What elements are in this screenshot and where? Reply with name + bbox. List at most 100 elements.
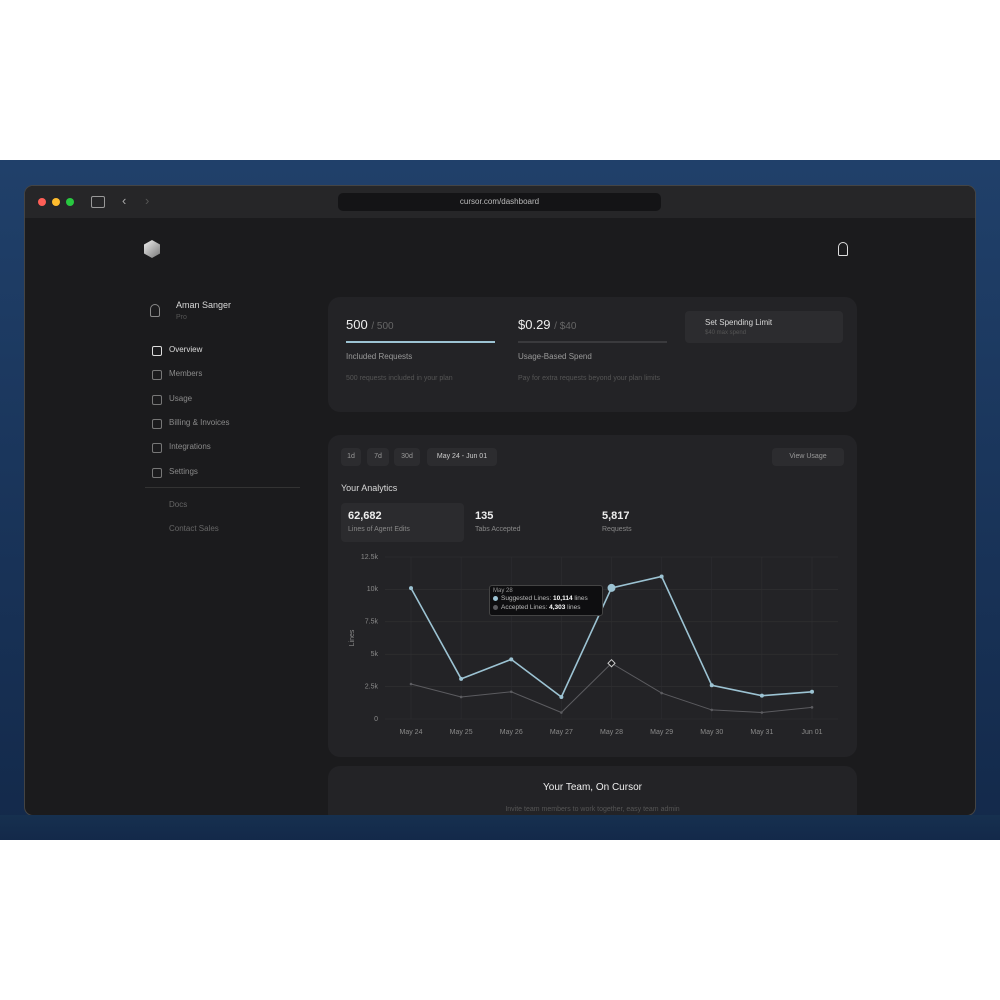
- tooltip-dot: [493, 596, 498, 601]
- limit: / $40: [554, 321, 577, 332]
- chart: 0 2.5k 5k 7.5k 10k 12.5k Lines May 24 May 25 May …: [349, 554, 838, 736]
- nav-item[interactable]: Docs: [169, 500, 188, 509]
- point: [759, 693, 764, 698]
- point: [810, 706, 814, 709]
- y-tick-label: 12.5k: [361, 554, 379, 561]
- y-tick-label: 0: [374, 716, 378, 723]
- stat-selected[interactable]: [341, 503, 464, 542]
- sidebar-toggle[interactable]: [91, 196, 105, 208]
- nav-item[interactable]: Integrations: [169, 442, 211, 452]
- minimize[interactable]: [52, 198, 60, 206]
- url: cursor.com/dashboard: [459, 197, 540, 206]
- stat-value: 135: [475, 510, 494, 522]
- tooltip-value: 10,114: [553, 595, 573, 602]
- nav-icon: [152, 394, 162, 405]
- nav-icon: [152, 418, 162, 429]
- tooltip-row: Suggested Lines: 10,114 lines: [501, 595, 588, 602]
- nav-item[interactable]: Members: [169, 369, 203, 379]
- tooltip: [489, 585, 603, 616]
- tooltip-dot: [493, 605, 498, 610]
- close[interactable]: [38, 198, 46, 206]
- included-label: Included Requests: [346, 352, 413, 361]
- value: $0.29: [518, 317, 551, 332]
- desktop: [0, 815, 1000, 840]
- point: [710, 708, 714, 712]
- spending-limit-note: $40 max spend: [705, 330, 747, 336]
- divider: [145, 487, 300, 488]
- progress: [346, 341, 495, 343]
- point: [559, 694, 564, 699]
- nav-item[interactable]: Usage: [169, 393, 193, 403]
- team-title: Your Team, On Cursor: [543, 782, 642, 793]
- range-button[interactable]: 7d: [367, 448, 389, 466]
- y-axis-label: Lines: [349, 629, 356, 646]
- stat-value: 62,682: [348, 510, 382, 522]
- user-avatar: [150, 304, 160, 317]
- tooltip-label: Suggested Lines:: [501, 595, 552, 602]
- point: [409, 586, 413, 591]
- x-tick-label: May 24: [400, 729, 423, 736]
- analytics-title: Your Analytics: [341, 483, 398, 493]
- nav-icon: [152, 467, 162, 478]
- x-tick-label: May 28: [600, 729, 623, 736]
- nav-item[interactable]: Contact Sales: [169, 524, 219, 533]
- x-tick-label: May 31: [750, 729, 773, 736]
- point: [709, 683, 714, 688]
- x-tick-label: Jun 01: [801, 729, 822, 736]
- user-name: Aman Sanger: [176, 300, 232, 310]
- team-subtitle: Invite team members to work together, ea…: [505, 806, 680, 813]
- y-tick-label: 5k: [371, 651, 379, 658]
- range-button[interactable]: 30d: [394, 448, 420, 466]
- point: [409, 682, 413, 686]
- spend-label: Usage-Based Spend: [518, 352, 592, 361]
- stat-label: Requests: [602, 526, 632, 533]
- stat-value: 5,817: [602, 510, 630, 522]
- spend-used: $0.29 / $40: [518, 317, 576, 332]
- x-tick-label: May 26: [500, 729, 523, 736]
- progress: [518, 341, 667, 343]
- nav-icon: [152, 346, 162, 356]
- user-plan: Pro: [176, 314, 187, 321]
- spending-limit-title: Set Spending Limit: [705, 318, 773, 327]
- range-button[interactable]: May 24 - Jun 01: [427, 448, 497, 466]
- nav-item[interactable]: Billing & Invoices: [169, 417, 230, 427]
- y-tick-label: 7.5k: [365, 619, 379, 626]
- x-tick-label: May 25: [450, 729, 473, 736]
- included-note: 500 requests included in your plan: [346, 375, 453, 382]
- view-usage[interactable]: View Usage: [772, 448, 844, 466]
- back[interactable]: ‹: [122, 193, 127, 208]
- point: [607, 658, 616, 668]
- logo[interactable]: [144, 240, 160, 258]
- spend-note: Pay for extra requests beyond your plan …: [518, 375, 661, 382]
- point: [560, 711, 563, 714]
- point: [659, 574, 664, 579]
- y-tick-label: 10k: [367, 586, 379, 593]
- nav-item[interactable]: Overview: [169, 345, 203, 354]
- value: 500: [346, 317, 368, 332]
- zoom[interactable]: [66, 198, 74, 206]
- range-button[interactable]: 1d: [341, 448, 361, 466]
- point: [509, 657, 514, 662]
- point: [459, 695, 463, 699]
- point: [810, 689, 814, 694]
- x-tick-label: May 29: [650, 729, 673, 736]
- point: [509, 690, 513, 694]
- forward[interactable]: ›: [145, 193, 150, 208]
- point: [660, 691, 663, 695]
- nav-item[interactable]: Settings: [169, 466, 198, 476]
- x-tick-label: May 30: [700, 729, 723, 736]
- tooltip-date: May 28: [493, 588, 513, 594]
- tooltip-value: 4,303: [549, 604, 566, 611]
- nav-icon: [152, 443, 162, 454]
- account-icon[interactable]: [838, 242, 848, 256]
- tooltip-label: Accepted Lines:: [501, 604, 548, 611]
- nav-icon: [152, 370, 162, 381]
- y-tick-label: 2.5k: [365, 683, 379, 690]
- address-bar[interactable]: [338, 193, 661, 211]
- spending-limit-button[interactable]: [685, 311, 843, 343]
- limit: / 500: [371, 321, 394, 332]
- point: [607, 583, 616, 592]
- stat-label: Tabs Accepted: [475, 526, 521, 533]
